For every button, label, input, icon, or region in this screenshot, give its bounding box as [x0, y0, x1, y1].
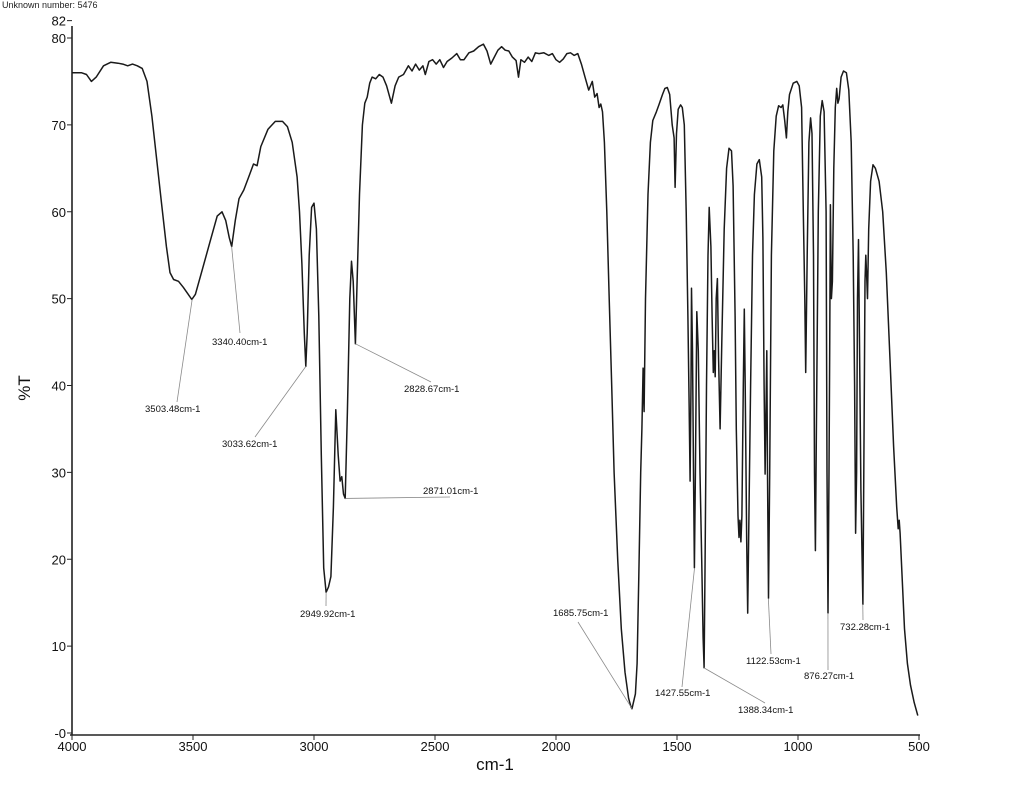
- peak-label: 3503.48cm-1: [145, 404, 200, 415]
- x-tick-label: 2000: [542, 739, 571, 754]
- peak-leader-line: [767, 598, 772, 655]
- y-axis-title: %T: [15, 375, 34, 401]
- peak-leader-line: [355, 343, 432, 383]
- chart-axes: [70, 26, 920, 736]
- peak-leader-line: [681, 567, 695, 688]
- y-tick-label: 20: [52, 552, 66, 567]
- y-tick-label: 60: [52, 205, 66, 220]
- spectrum-trace: [72, 43, 919, 716]
- x-tick-label: 1000: [784, 739, 813, 754]
- x-tick-label: 1500: [663, 739, 692, 754]
- y-tick-label: 30: [52, 465, 66, 480]
- peak-label: 732.28cm-1: [840, 622, 890, 633]
- peak-label: 1388.34cm-1: [738, 705, 793, 716]
- peak-label: 3340.40cm-1: [212, 337, 267, 348]
- y-axis-ticks: -0 10 20 30 40 50 60 70 80 82: [52, 14, 72, 741]
- y-tick-label: -0: [54, 726, 66, 741]
- y-tick-label: 82: [52, 14, 66, 29]
- x-tick-label: 3000: [300, 739, 329, 754]
- peak-leader-line: [345, 496, 451, 499]
- x-tick-label: 2500: [421, 739, 450, 754]
- peak-leader-line: [176, 299, 193, 403]
- x-tick-label: 3500: [179, 739, 208, 754]
- peak-label: 2871.01cm-1: [423, 486, 478, 497]
- peak-label: 1685.75cm-1: [553, 608, 608, 619]
- y-tick-label: 10: [52, 639, 66, 654]
- peak-label: 1427.55cm-1: [655, 688, 710, 699]
- x-axis-ticks: 4000 3500 3000 2500 2000 1500 1000 500: [58, 735, 930, 754]
- peak-leader-line: [231, 246, 241, 334]
- y-tick-label: 70: [52, 118, 66, 133]
- x-axis-title: cm-1: [476, 755, 514, 774]
- peak-annotations: 3503.48cm-1 3340.40cm-1 3033.62cm-1 2828.67…: [145, 246, 890, 716]
- peak-label: 876.27cm-1: [804, 671, 854, 682]
- y-tick-label: 80: [52, 31, 66, 46]
- peak-leader-line: [254, 366, 307, 438]
- peak-leader-line: [577, 621, 633, 709]
- peak-label: 2949.92cm-1: [300, 609, 355, 620]
- peak-label: 1122.53cm-1: [746, 656, 801, 667]
- peak-leader-line: [703, 667, 766, 704]
- x-tick-label: 4000: [58, 739, 87, 754]
- x-tick-label: 500: [908, 739, 930, 754]
- peak-label: 3033.62cm-1: [222, 439, 277, 450]
- peak-label: 2828.67cm-1: [404, 384, 459, 395]
- y-tick-label: 40: [52, 379, 66, 394]
- chart-header-title: Unknown number: 5476: [2, 0, 98, 10]
- y-tick-label: 50: [52, 292, 66, 307]
